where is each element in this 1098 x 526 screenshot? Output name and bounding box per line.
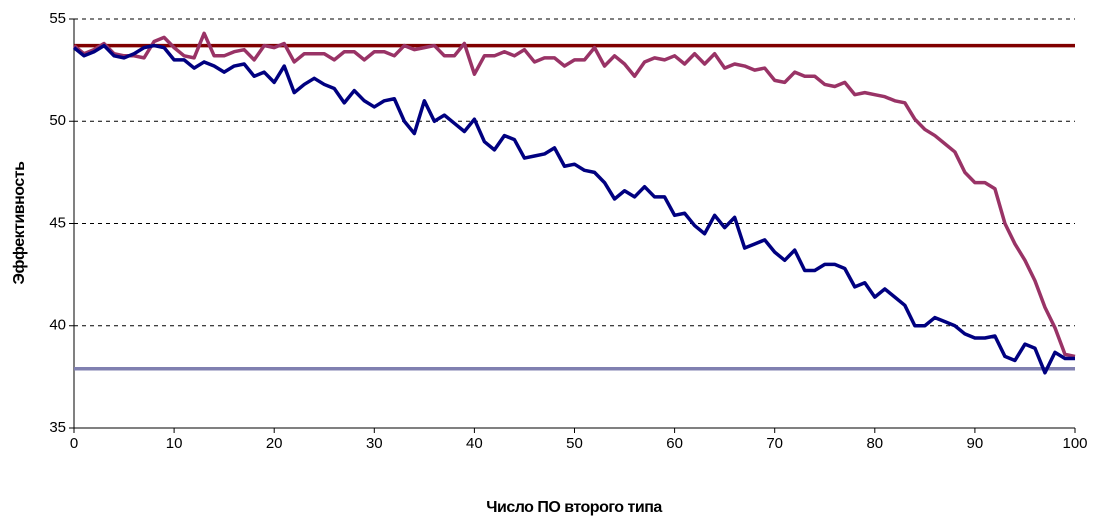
x-tick-label: 90	[967, 435, 984, 452]
x-tick-label: 80	[866, 435, 883, 452]
y-axis-label: Эффективность	[11, 161, 28, 285]
y-tick-label: 50	[49, 112, 66, 129]
x-tick-label: 0	[70, 435, 78, 452]
line-series	[72, 31, 1076, 359]
x-tick-label: 10	[166, 435, 183, 452]
x-tick-label: 70	[766, 435, 783, 452]
x-tick-label: 50	[566, 435, 583, 452]
x-tick-label: 40	[466, 435, 483, 452]
y-tick-label: 40	[49, 317, 66, 334]
x-tick-label: 100	[1062, 435, 1087, 452]
x-tick-label: 20	[266, 435, 283, 452]
x-axis-label: Число ПО второго типа	[486, 499, 662, 516]
x-tick-label: 30	[366, 435, 383, 452]
y-tick-label: 45	[49, 214, 66, 231]
x-tick-label: 60	[666, 435, 683, 452]
y-tick-label: 55	[49, 10, 66, 27]
line-series	[72, 43, 1075, 375]
y-tick-label: 35	[49, 419, 66, 436]
